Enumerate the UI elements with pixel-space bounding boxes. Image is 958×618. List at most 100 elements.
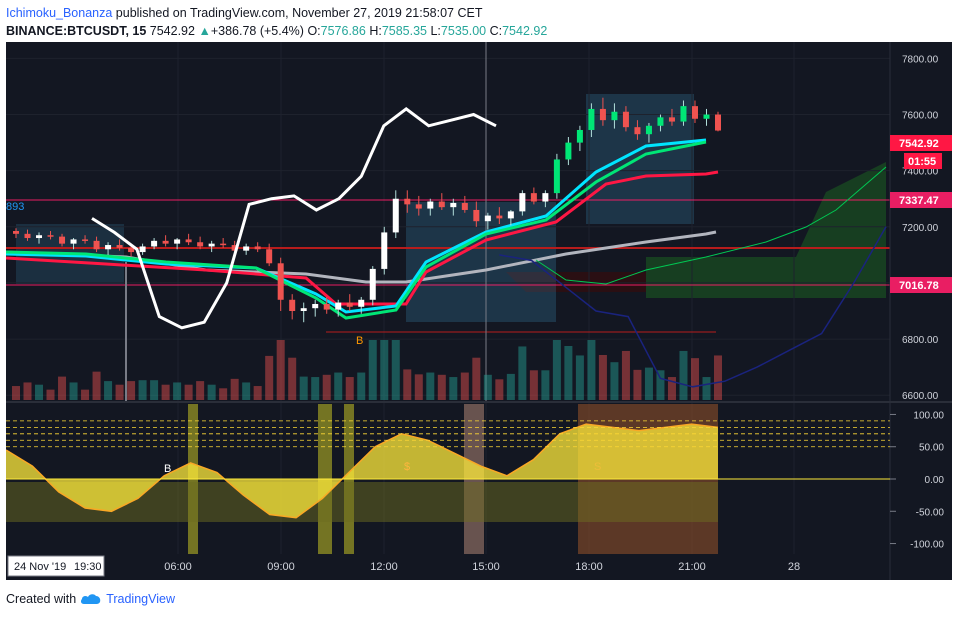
candle-body bbox=[151, 240, 158, 247]
tenkan-cyan-line bbox=[5, 138, 707, 314]
candle-body bbox=[220, 243, 227, 246]
volume-bar bbox=[196, 381, 205, 400]
candle-body bbox=[300, 308, 307, 311]
volume-bar bbox=[426, 372, 435, 400]
candle-body bbox=[680, 106, 687, 122]
candle-body bbox=[553, 159, 560, 194]
volume-bar bbox=[564, 346, 573, 400]
last-price-tag-bg bbox=[890, 135, 952, 151]
volume-bar bbox=[127, 381, 136, 400]
volume-bar bbox=[345, 377, 354, 400]
candle-body bbox=[461, 202, 468, 210]
candle-body bbox=[381, 232, 388, 269]
volume-bar bbox=[644, 367, 653, 400]
candle-body bbox=[93, 240, 100, 250]
last-price: 7542.92 bbox=[149, 24, 195, 38]
time-tick-label: 28 bbox=[788, 561, 800, 573]
time-tick-label: 06:00 bbox=[164, 561, 192, 573]
candle-body bbox=[231, 245, 238, 251]
oscillator-line bbox=[5, 423, 719, 519]
volume-bar bbox=[368, 340, 377, 400]
volume-bar bbox=[150, 380, 159, 400]
candle-body bbox=[507, 211, 514, 219]
candle-body bbox=[335, 302, 342, 310]
signal-green-line bbox=[5, 140, 707, 320]
open-label: O: bbox=[307, 24, 321, 38]
osc-tick-label: 50.00 bbox=[919, 443, 944, 454]
time-tick-label: 18:00 bbox=[575, 561, 603, 573]
volume-bar bbox=[242, 382, 251, 400]
last-price-tag: 7542.92 bbox=[899, 138, 939, 150]
chart-header: Ichimoku_Bonanza published on TradingVie… bbox=[6, 4, 547, 40]
volume-bar bbox=[253, 386, 262, 400]
candle-body bbox=[715, 114, 721, 131]
candle-body bbox=[289, 299, 296, 311]
candle-body bbox=[128, 247, 135, 253]
candle-body bbox=[13, 231, 19, 234]
candle-body bbox=[611, 111, 618, 121]
candle-body bbox=[243, 246, 250, 251]
candle-body bbox=[657, 117, 664, 126]
candle-body bbox=[312, 303, 319, 309]
price-tick-label: 6800.00 bbox=[902, 335, 939, 346]
publish-line: Ichimoku_Bonanza published on TradingVie… bbox=[6, 4, 547, 22]
tradingview-cloud-icon bbox=[81, 594, 101, 604]
author-link[interactable]: Ichimoku_Bonanza bbox=[6, 6, 113, 20]
level-tag-1-bg bbox=[890, 192, 952, 208]
series-lines bbox=[91, 107, 887, 388]
volume-bar bbox=[12, 386, 20, 400]
volume-bar bbox=[46, 389, 55, 400]
chart-area[interactable]: B B $ S 893 6600.006800.007000.007200.00… bbox=[5, 42, 952, 580]
volume-bar bbox=[449, 377, 458, 400]
candle-body bbox=[576, 129, 583, 143]
volume-bar bbox=[334, 372, 343, 400]
high-value: 7585.35 bbox=[381, 24, 427, 38]
countdown-tag-bg bbox=[904, 153, 942, 169]
candle-body bbox=[599, 108, 606, 121]
open-value: 7576.86 bbox=[320, 24, 366, 38]
candle-body bbox=[668, 117, 675, 122]
tradingview-link[interactable]: TradingView bbox=[106, 592, 175, 606]
oscillator-series bbox=[5, 423, 890, 519]
price-chart-svg[interactable]: B B $ S 893 6600.006800.007000.007200.00… bbox=[5, 42, 952, 580]
candle-body bbox=[530, 193, 537, 202]
volume-bars bbox=[12, 340, 722, 400]
high-label: H: bbox=[369, 24, 382, 38]
volume-bar bbox=[391, 340, 400, 400]
volume-bar bbox=[575, 355, 584, 400]
buy-marker-b: B bbox=[356, 335, 363, 347]
level-tag-2: 7016.78 bbox=[899, 280, 939, 292]
osc-tick-label: 0.00 bbox=[925, 475, 945, 486]
volume-bar bbox=[35, 384, 44, 400]
oscillator-axis[interactable]: 100.00 50.00 0.00 -50.00 -100.00 bbox=[6, 410, 945, 551]
time-axis[interactable]: 06:00 09:00 12:00 15:00 18:00 21:00 28 bbox=[164, 561, 800, 573]
volume-bar bbox=[633, 369, 642, 400]
price-axis[interactable]: 6600.006800.007000.007200.007400.007600.… bbox=[889, 42, 952, 580]
volume-bar bbox=[460, 372, 469, 400]
volume-bar bbox=[92, 371, 101, 400]
ichimoku-cloud-red bbox=[506, 272, 646, 292]
volume-bar bbox=[288, 357, 297, 400]
volume-bar bbox=[58, 376, 67, 400]
volume-bar bbox=[529, 370, 538, 400]
candle-body bbox=[197, 242, 204, 247]
volume-bar bbox=[207, 384, 216, 400]
candle-body bbox=[358, 299, 365, 307]
low-label: L: bbox=[430, 24, 441, 38]
volume-bar bbox=[311, 377, 320, 400]
symbol-label[interactable]: BINANCE:BTCUSDT, 15 bbox=[6, 24, 147, 38]
level-tag-2-bg bbox=[890, 277, 952, 293]
price-tick-label: 7400.00 bbox=[902, 167, 939, 178]
candle-body bbox=[47, 235, 54, 237]
volume-bar bbox=[414, 374, 423, 400]
candle-body bbox=[496, 215, 503, 219]
change-value: +386.78 (+5.4%) bbox=[210, 24, 304, 38]
volume-bar bbox=[690, 358, 699, 400]
ichimoku-cloud-green bbox=[646, 162, 886, 298]
candle-body bbox=[277, 263, 284, 300]
candle-body bbox=[542, 193, 549, 202]
volume-bar bbox=[265, 355, 274, 400]
time-tick-label: 21:00 bbox=[678, 561, 706, 573]
time-tick-label: 15:00 bbox=[472, 561, 500, 573]
volume-bar bbox=[299, 376, 308, 400]
